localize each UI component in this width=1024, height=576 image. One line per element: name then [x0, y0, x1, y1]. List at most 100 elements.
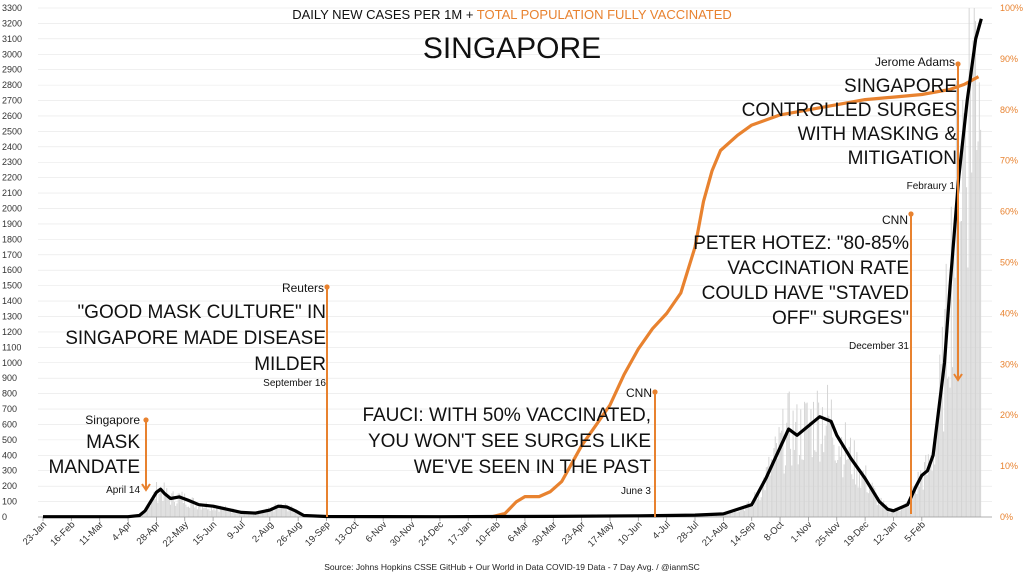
annotation-date: April 14 [106, 485, 140, 496]
y-left-tick-label: 1600 [2, 265, 22, 275]
x-tick-label: 30-Mar [530, 519, 559, 548]
x-tick-label: 10-Jun [616, 519, 644, 547]
subtitle-part-vaccinated: TOTAL POPULATION FULLY VACCINATED [477, 7, 732, 22]
y-left-tick-label: 1500 [2, 281, 22, 291]
y-left-tick-label: 2500 [2, 126, 22, 136]
annotation-headline-line: MILDER [254, 354, 326, 375]
annotation-headline-line: MASK [86, 432, 140, 453]
y-axis-left: 0 100 200 300 400 500 600 700 800 900 1000 1100 1200… [2, 3, 22, 522]
x-tick-label: 19-Sep [303, 519, 332, 548]
y-left-tick-label: 1300 [2, 311, 22, 321]
x-tick-label: 6-Nov [364, 519, 390, 545]
y-left-tick-label: 2200 [2, 173, 22, 183]
y-right-tick-label: 100% [1000, 3, 1023, 13]
annotation-marker [652, 389, 658, 395]
y-left-tick-label: 3200 [2, 18, 22, 28]
x-tick-label: 17-Jan [446, 519, 474, 547]
y-right-tick-label: 70% [1000, 156, 1018, 166]
annotation-adams: Jerome Adams SINGAPORE CONTROLLED SURGES WI… [742, 55, 963, 382]
x-tick-label: 21-Aug [700, 519, 729, 548]
y-right-tick-label: 40% [1000, 308, 1018, 318]
annotation-arrowhead [953, 373, 963, 382]
x-tick-label: 25-Nov [813, 519, 843, 549]
x-tick-label: 24-Dec [417, 519, 447, 549]
annotation-fauci: CNN FAUCI: WITH 50% VACCINATED, YOU WON'T … [362, 386, 658, 517]
y-right-tick-label: 20% [1000, 410, 1018, 420]
y-left-tick-label: 900 [2, 373, 17, 383]
x-tick-label: 13-Oct [333, 519, 361, 547]
annotation-date: September 16 [263, 378, 326, 389]
y-left-tick-label: 800 [2, 389, 17, 399]
x-tick-label: 2-Aug [250, 519, 276, 545]
y-left-tick-label: 2000 [2, 204, 22, 214]
y-left-tick-label: 500 [2, 435, 17, 445]
y-left-tick-label: 3300 [2, 3, 22, 13]
y-left-tick-label: 400 [2, 450, 17, 460]
x-tick-label: 12-Jan [871, 519, 899, 547]
y-left-tick-label: 100 [2, 497, 17, 507]
annotation-headline-line: MITIGATION [848, 148, 957, 169]
y-left-tick-label: 2100 [2, 188, 22, 198]
annotation-marker [908, 211, 914, 217]
y-left-tick-label: 1000 [2, 358, 22, 368]
annotation-reuters: Reuters "GOOD MASK CULTURE" IN SINGAPORE M… [65, 281, 330, 517]
annotation-headline-line: WE'VE SEEN IN THE PAST [414, 457, 652, 478]
y-right-tick-label: 90% [1000, 54, 1018, 64]
x-tick-label: 15-Jun [191, 519, 219, 547]
y-left-tick-label: 1700 [2, 250, 22, 260]
x-tick-label: 14-Sep [728, 519, 757, 548]
annotation-headline-line: SINGAPORE MADE DISEASE [65, 328, 326, 349]
chart-subtitle: DAILY NEW CASES PER 1M + TOTAL POPULATIO… [292, 7, 732, 22]
y-right-tick-label: 80% [1000, 105, 1018, 115]
x-tick-label: 22-May [161, 519, 191, 549]
y-right-tick-label: 50% [1000, 258, 1018, 268]
x-tick-label: 28-Apr [135, 519, 163, 547]
x-tick-label: 19-Dec [842, 519, 872, 549]
y-left-tick-label: 600 [2, 419, 17, 429]
y-left-tick-label: 1900 [2, 219, 22, 229]
x-tick-label: 17-May [586, 519, 616, 549]
annotation-headline-line: PETER HOTEZ: "80-85% [693, 233, 909, 254]
annotation-source-label: Singapore [85, 413, 140, 427]
annotation-date: June 3 [621, 486, 651, 497]
x-tick-label: 1-Nov [789, 519, 815, 545]
series-line-cases [43, 18, 983, 519]
y-left-tick-label: 1800 [2, 234, 22, 244]
y-left-tick-label: 2400 [2, 142, 22, 152]
annotation-headline-line: COULD HAVE "STAVED [702, 283, 909, 304]
y-left-tick-label: 1400 [2, 296, 22, 306]
x-tick-label: 5-Feb [903, 519, 928, 544]
annotation-headline-line: FAUCI: WITH 50% VACCINATED, [362, 405, 651, 426]
annotation-headline-line: MANDATE [49, 457, 140, 478]
y-left-tick-label: 300 [2, 466, 17, 476]
y-axis-right: 0% 10% 20% 30% 40% 50% 60% 70% 80% 90% 100% [1000, 3, 1023, 522]
y-left-tick-label: 2800 [2, 80, 22, 90]
x-tick-label: 6-Mar [506, 519, 531, 544]
series-lines [43, 18, 983, 519]
annotation-marker [324, 284, 330, 290]
x-tick-label: 28-Jul [675, 519, 701, 545]
annotation-arrowhead [141, 483, 151, 492]
annotation-headline-line: OFF" SURGES" [772, 308, 909, 329]
y-left-tick-label: 200 [2, 481, 17, 491]
y-left-tick-label: 2600 [2, 111, 22, 121]
annotation-headline-line: YOU WON'T SEE SURGES LIKE [368, 431, 651, 452]
annotation-headline-line: WITH MASKING & [798, 124, 958, 145]
x-tick-label: 11-Mar [77, 519, 106, 548]
y-right-tick-label: 10% [1000, 461, 1018, 471]
annotation-mask: Singapore MASK MANDATE April 14 [49, 413, 151, 496]
series-line-vaccinated [490, 75, 980, 519]
annotation-marker [955, 61, 961, 67]
y-right-tick-label: 30% [1000, 359, 1018, 369]
x-tick-label: 16-Feb [48, 519, 77, 548]
y-right-tick-label: 60% [1000, 207, 1018, 217]
y-left-tick-label: 3000 [2, 49, 22, 59]
annotation-date: December 31 [849, 341, 909, 352]
x-tick-label: 30-Nov [388, 519, 418, 549]
x-tick-label: 4-Jul [650, 519, 672, 541]
x-tick-label: 26-Aug [275, 519, 304, 548]
y-left-tick-label: 3100 [2, 34, 22, 44]
annotation-date: Febraury 1 [907, 181, 956, 192]
